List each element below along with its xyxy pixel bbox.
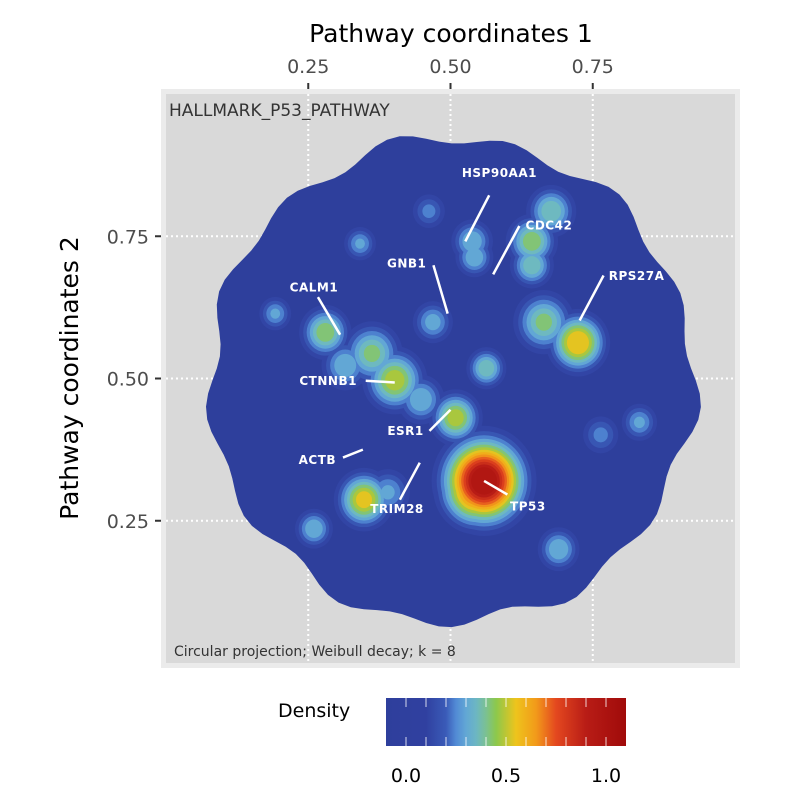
density-contour: [425, 314, 441, 331]
density-contour: [316, 323, 335, 342]
gene-label: CTNNB1: [299, 374, 357, 388]
density-peaks: [259, 184, 658, 572]
density-contour: [471, 467, 498, 495]
density-contour: [548, 539, 569, 560]
density-contour: [355, 491, 373, 509]
density-contour: [355, 238, 365, 249]
density-contour: [523, 256, 541, 275]
panel-caption: Circular projection; Weibull decay; k = …: [174, 644, 456, 660]
gene-label: CALM1: [290, 280, 339, 294]
density-contour: [384, 369, 405, 391]
density-contour: [447, 409, 464, 427]
y-tick-label: 0.50: [107, 369, 149, 391]
gene-label: CDC42: [526, 218, 573, 232]
density-contour: [334, 353, 357, 377]
legend-ticks: 0.0 0.5 1.0: [391, 698, 621, 787]
density-disk: [206, 136, 701, 628]
y-axis-title: Pathway coordinates 2: [55, 236, 84, 520]
density-contour: [409, 388, 432, 412]
x-tick-label: 0.25: [287, 56, 329, 78]
gene-label: ACTB: [299, 453, 336, 467]
gene-annotations: HSP90AA1 CDC42 GNB1 RPS27A CALM1 CTNNB1 ESR1 AC…: [290, 166, 665, 516]
gene-label: GNB1: [387, 257, 426, 271]
density-contour: [305, 519, 323, 538]
gene-label: TRIM28: [370, 502, 424, 516]
annotation-leader-line: [316, 296, 342, 336]
x-tick-label: 0.75: [572, 56, 614, 78]
panel-title: HALLMARK_P53_PATHWAY: [169, 101, 390, 121]
legend-tick-label: 0.5: [491, 765, 521, 787]
gene-label: HSP90AA1: [462, 166, 537, 180]
density-contour: [593, 427, 608, 443]
annotation-leader-line: [578, 274, 605, 322]
annotation-leader-line: [464, 194, 491, 242]
legend-tick-label: 1.0: [591, 765, 621, 787]
density-contour: [422, 204, 436, 219]
annotation-leader-line: [492, 225, 521, 275]
annotation-leader-line: [428, 408, 452, 432]
density-contour: [522, 232, 541, 251]
legend-title: Density: [278, 700, 350, 722]
gene-label: TP53: [510, 500, 546, 514]
annotation-leader-line: [432, 264, 449, 314]
annotation-leader-line: [398, 462, 421, 501]
density-contour: [270, 308, 281, 319]
density-contour: [541, 200, 562, 222]
legend-tick-label: 0.0: [391, 765, 421, 787]
density-contour: [535, 313, 552, 331]
annotation-leader-line: [365, 379, 395, 384]
gene-label: RPS27A: [609, 269, 665, 283]
density-contour: [566, 331, 589, 355]
annotation-leader-line: [342, 448, 364, 459]
x-tick-label: 0.50: [429, 56, 471, 78]
y-axis-ticks: 0.25 0.50 0.75: [107, 226, 161, 533]
gene-label: ESR1: [387, 424, 423, 438]
density-contour: [363, 344, 381, 363]
x-axis-title: Pathway coordinates 1: [309, 19, 593, 48]
density-contour: [381, 485, 395, 500]
density-contour: [465, 248, 484, 267]
y-tick-label: 0.25: [107, 511, 149, 533]
annotation-leader-line: [483, 479, 509, 496]
x-axis-ticks: 0.25 0.50 0.75: [287, 56, 614, 89]
density-contour: [633, 416, 645, 429]
density-contour: [478, 359, 495, 377]
y-tick-label: 0.75: [107, 226, 149, 248]
